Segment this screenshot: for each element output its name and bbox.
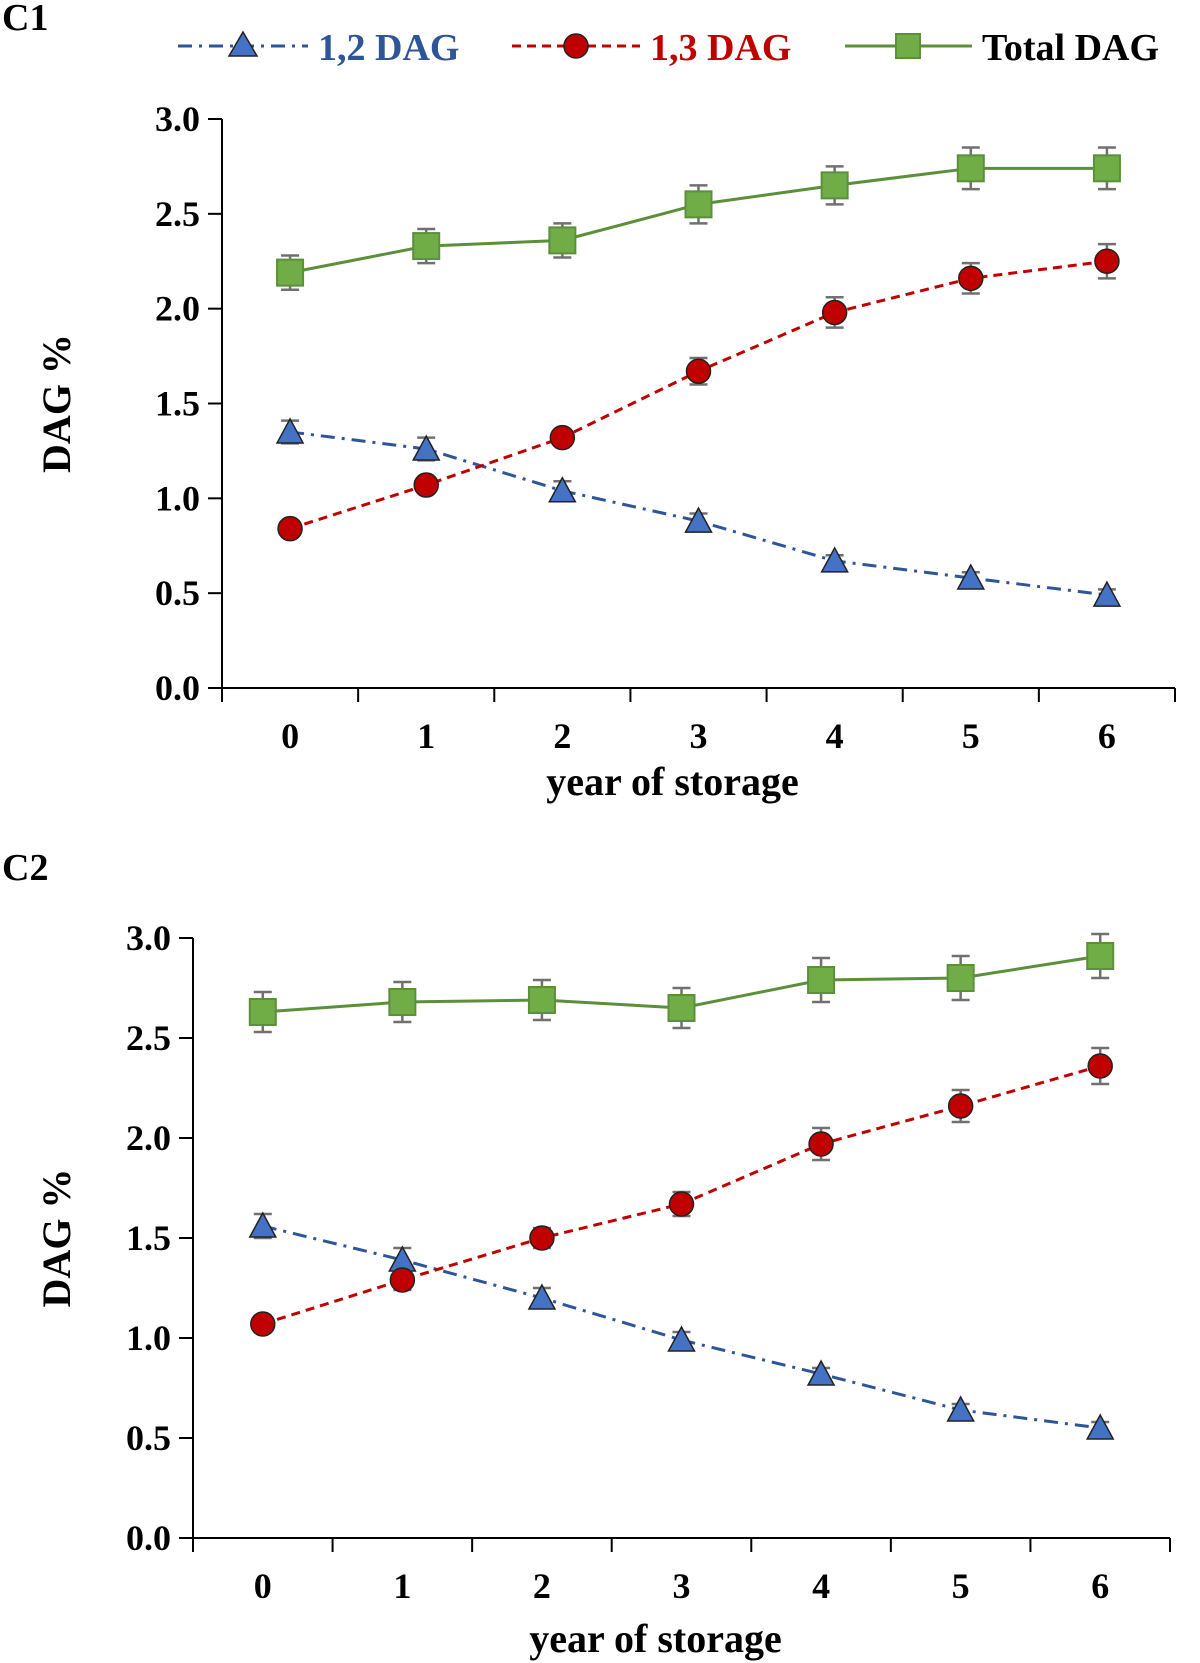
data-point-total-dag (388, 988, 417, 1016)
data-point-1-3-dag (668, 1191, 695, 1217)
series-total-dag (248, 932, 1115, 1034)
x-tick-label: 6 (1091, 1566, 1109, 1606)
y-tick-label: 0.0 (126, 1518, 171, 1558)
data-point-1-2-dag (1092, 580, 1122, 607)
data-point-total-dag (820, 171, 849, 200)
data-point-1-3-dag (1087, 1053, 1113, 1079)
data-point-1-2-dag (956, 563, 986, 590)
x-tick-label: 1 (417, 716, 435, 756)
y-axis-title: DAG % (34, 1169, 79, 1308)
x-tick-label: 4 (826, 716, 844, 756)
data-point-total-dag (946, 964, 975, 992)
y-tick-label: 1.0 (126, 1318, 171, 1358)
series-1-2-dag (248, 1211, 1115, 1440)
data-point-1-2-dag (806, 1359, 836, 1386)
legend: 1,2 DAG 1,3 DAG Total DAG (178, 27, 1159, 69)
data-point-1-2-dag (684, 506, 713, 533)
data-point-1-3-dag (250, 1311, 276, 1337)
panel-label: C2 (2, 847, 48, 889)
panel-label: C1 (2, 0, 48, 39)
x-axis-title: year of storage (546, 759, 799, 804)
y-tick-label: 1.5 (155, 384, 200, 424)
y-axis-title: DAG % (34, 334, 79, 473)
data-point-total-dag (684, 190, 713, 219)
x-tick-label: 0 (281, 716, 299, 756)
x-axis-title: year of storage (529, 1616, 782, 1661)
data-point-total-dag (527, 986, 556, 1014)
legend-1-3-dag-label: 1,3 DAG (650, 27, 791, 69)
y-tick-label: 2.0 (126, 1118, 171, 1158)
data-point-total-dag (1086, 942, 1115, 970)
x-tick-label: 6 (1098, 716, 1116, 756)
data-point-1-3-dag (947, 1093, 974, 1119)
y-tick-label: 0.0 (155, 668, 200, 708)
data-point-1-3-dag (529, 1225, 555, 1251)
y-tick-label: 3.0 (126, 918, 171, 958)
x-tick-label: 3 (690, 716, 708, 756)
x-tick-label: 2 (553, 716, 571, 756)
data-point-total-dag (276, 258, 305, 287)
y-tick-label: 0.5 (155, 573, 200, 613)
data-point-1-2-dag (1085, 1413, 1115, 1440)
legend-total-dag-marker (895, 33, 921, 59)
y-tick-label: 0.5 (126, 1418, 171, 1458)
series-1-3-dag (250, 1046, 1113, 1337)
y-tick-label: 2.5 (155, 194, 200, 234)
x-tick-label: 1 (393, 1566, 411, 1606)
legend-1-3-dag-marker (563, 33, 589, 59)
data-point-1-2-dag (946, 1395, 975, 1422)
data-point-1-3-dag (958, 265, 984, 292)
y-tick-label: 3.0 (155, 99, 200, 139)
chart-panel-c2: C2 0.0 0.5 1.0 1.5 2.0 2.5 3.0 0 1 2 3 4 5 6 year of st… (2, 847, 1171, 1661)
data-point-1-2-dag (527, 1283, 557, 1310)
data-point-1-2-dag (248, 1211, 278, 1238)
data-point-1-3-dag (389, 1267, 416, 1293)
data-point-1-3-dag (821, 299, 848, 326)
data-point-1-3-dag (549, 424, 576, 451)
y-tick-label: 2.0 (155, 289, 200, 329)
y-tick-label: 1.5 (126, 1218, 171, 1258)
series-total-dag (276, 146, 1121, 291)
series-1-3-dag (277, 242, 1120, 542)
chart-panel-c1: C1 0.0 0.5 1.0 1.5 2.0 2.5 3.0 0 1 2 3 4 5 6 year of st… (2, 0, 1176, 804)
x-tick-label: 5 (952, 1566, 970, 1606)
data-point-1-2-dag (820, 546, 849, 573)
data-point-1-3-dag (277, 515, 303, 542)
data-point-total-dag (548, 226, 577, 255)
x-tick-label: 4 (812, 1566, 830, 1606)
data-point-total-dag (956, 154, 985, 183)
data-point-total-dag (248, 998, 277, 1026)
x-tick-label: 3 (673, 1566, 691, 1606)
y-tick-label: 2.5 (126, 1018, 171, 1058)
legend-1-2-dag-label: 1,2 DAG (318, 27, 459, 69)
data-point-1-3-dag (1094, 248, 1120, 274)
data-point-1-3-dag (413, 472, 439, 498)
y-tick-label: 1.0 (155, 478, 200, 518)
data-point-total-dag (807, 966, 836, 994)
series-1-2-dag (275, 417, 1122, 607)
data-point-total-dag (1092, 154, 1121, 183)
data-point-1-2-dag (548, 476, 577, 503)
legend-total-dag-label: Total DAG (982, 27, 1159, 69)
series-line-1-3-dag (289, 259, 1108, 531)
data-point-total-dag (412, 232, 441, 261)
x-tick-label: 2 (533, 1566, 551, 1606)
x-tick-label: 5 (962, 716, 980, 756)
x-tick-label: 0 (254, 1566, 272, 1606)
legend-1-2-dag-marker (227, 30, 259, 57)
data-point-1-3-dag (808, 1131, 834, 1157)
data-point-total-dag (667, 994, 696, 1022)
data-point-1-2-dag (411, 434, 441, 461)
data-point-1-3-dag (685, 358, 712, 385)
data-point-1-2-dag (275, 417, 305, 444)
data-point-1-2-dag (667, 1325, 696, 1352)
